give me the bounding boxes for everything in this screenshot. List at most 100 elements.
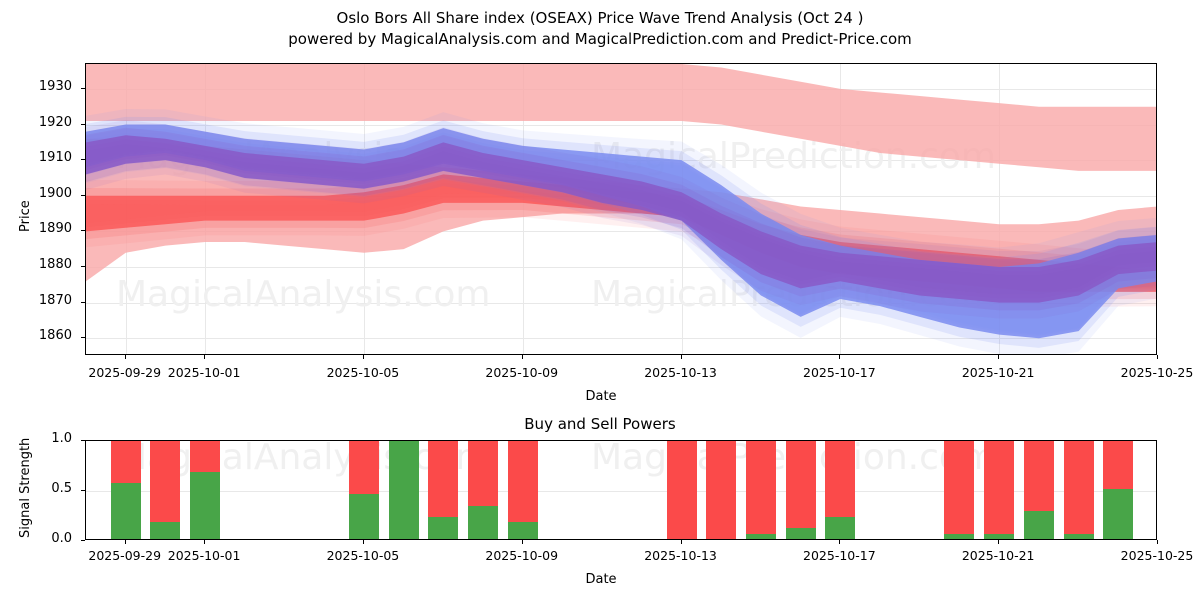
power-bar[interactable] <box>1063 441 1094 539</box>
price-y-tick <box>81 87 85 89</box>
buy-power-segment <box>348 494 379 539</box>
sell-power-segment <box>666 441 697 539</box>
buy-power-segment <box>388 441 419 539</box>
buy-power-segment <box>1023 511 1054 539</box>
power-bar[interactable] <box>348 441 379 539</box>
price-x-tick <box>998 355 1000 359</box>
power-x-tick-label: 2025-10-25 <box>1120 548 1194 563</box>
power-bar[interactable] <box>388 441 419 539</box>
page-title: Oslo Bors All Share index (OSEAX) Price … <box>336 9 864 27</box>
price-y-tick <box>81 265 85 267</box>
wave-band-0-0 <box>86 64 1156 171</box>
sell-power-segment <box>348 441 379 494</box>
sell-power-segment <box>190 441 221 472</box>
power-bar[interactable] <box>1023 441 1054 539</box>
price-x-tick <box>839 355 841 359</box>
power-x-axis-label: Date <box>585 572 617 587</box>
power-bar[interactable] <box>706 441 737 539</box>
power-bar[interactable] <box>944 441 975 539</box>
buy-power-segment <box>984 534 1015 539</box>
power-bar[interactable] <box>745 441 776 539</box>
sell-power-segment <box>706 441 737 539</box>
power-bar[interactable] <box>1103 441 1134 539</box>
power-bar[interactable] <box>468 441 499 539</box>
power-x-tick <box>998 540 1000 544</box>
price-x-tick <box>124 355 126 359</box>
power-bar[interactable] <box>825 441 856 539</box>
price-vgridline <box>999 64 1001 354</box>
price-gridline <box>86 302 1156 304</box>
power-gridline <box>86 491 1156 492</box>
price-x-tick <box>1157 355 1158 359</box>
buy-power-segment <box>190 472 221 539</box>
price-x-tick <box>680 355 682 359</box>
power-x-tick <box>124 540 126 544</box>
sell-power-segment <box>825 441 856 517</box>
power-bar[interactable] <box>507 441 538 539</box>
buy-power-segment <box>150 522 181 539</box>
power-y-tick <box>81 540 85 541</box>
buy-power-segment <box>428 517 459 539</box>
wave-band-3-3 <box>86 133 1156 354</box>
wave-band-4-3 <box>86 144 1156 319</box>
power-bar[interactable] <box>984 441 1015 539</box>
price-y-tick <box>81 301 85 303</box>
power-bar[interactable] <box>785 441 816 539</box>
power-x-tick <box>839 540 841 544</box>
sell-power-segment <box>1103 441 1134 489</box>
price-x-tick-label: 2025-10-17 <box>803 365 876 380</box>
power-x-tick-label: 2025-10-21 <box>961 548 1035 563</box>
price-x-tick-label: 2025-10-05 <box>326 365 400 380</box>
power-bar[interactable] <box>666 441 697 539</box>
price-y-tick <box>81 123 85 125</box>
power-y-tick-label: 0.5 <box>51 481 72 496</box>
power-x-tick-label: 2025-10-01 <box>167 548 241 563</box>
buy-power-segment <box>944 534 975 539</box>
buy-power-segment <box>825 517 856 539</box>
price-y-tick-label: 1930 <box>38 78 72 94</box>
price-gridline <box>86 266 1156 268</box>
price-x-tick <box>362 355 364 359</box>
power-bar[interactable] <box>110 441 141 539</box>
price-chart-panel: MagicalAnalysis.comMagicalPrediction.com… <box>85 63 1157 355</box>
power-y-tick-label: 1.0 <box>51 431 72 446</box>
buy-power-segment <box>1103 489 1134 539</box>
sell-power-segment <box>150 441 181 522</box>
power-x-tick <box>362 540 364 544</box>
sell-power-segment <box>110 441 141 483</box>
power-x-tick <box>204 540 206 544</box>
power-y-tick <box>81 440 85 441</box>
price-gridline <box>86 338 1156 340</box>
buy-power-segment <box>507 522 538 539</box>
power-x-tick-label: 2025-10-17 <box>803 548 876 563</box>
price-x-tick-label: 2025-09-29 <box>88 365 162 380</box>
power-bar[interactable] <box>190 441 221 539</box>
sell-power-segment <box>468 441 499 506</box>
buy-power-segment <box>110 483 141 539</box>
price-y-tick-label: 1870 <box>38 292 72 308</box>
price-y-tick-label: 1920 <box>38 114 72 130</box>
price-x-tick <box>521 355 523 359</box>
price-y-tick <box>81 194 85 196</box>
power-bar[interactable] <box>150 441 181 539</box>
wave-band-4-2 <box>86 127 1156 299</box>
power-y-tick <box>81 490 85 491</box>
power-bar[interactable] <box>428 441 459 539</box>
sell-power-segment <box>785 441 816 528</box>
price-y-tick <box>81 337 85 339</box>
price-x-axis-label: Date <box>585 389 617 404</box>
price-y-tick-label: 1890 <box>38 221 72 237</box>
power-plot-frame: MagicalAnalysis.comMagicalPrediction.com <box>85 440 1157 540</box>
price-y-tick-label: 1900 <box>38 185 72 201</box>
price-x-tick-label: 2025-10-13 <box>644 365 717 380</box>
wave-band-2-4 <box>86 159 1156 284</box>
power-x-tick-label: 2025-10-13 <box>644 548 717 563</box>
power-x-tick-label: 2025-10-09 <box>485 548 559 563</box>
power-x-tick <box>1157 540 1158 544</box>
price-wave-bands <box>86 64 1156 354</box>
buy-power-segment <box>785 528 816 539</box>
sell-power-segment <box>507 441 538 522</box>
price-y-tick-label: 1860 <box>38 328 72 344</box>
chart-title-block: Oslo Bors All Share index (OSEAX) Price … <box>0 8 1200 50</box>
